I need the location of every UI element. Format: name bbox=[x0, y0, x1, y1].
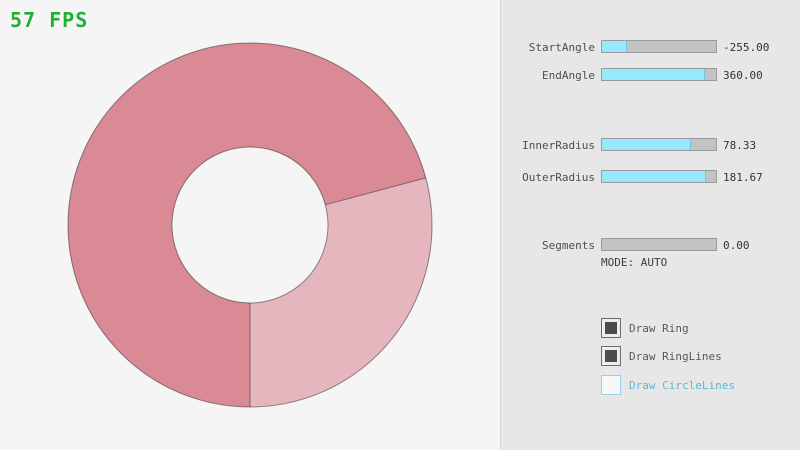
inner-radius-label: InnerRadius bbox=[522, 139, 595, 152]
ring-sector-light bbox=[250, 177, 433, 407]
end-angle-label: EndAngle bbox=[542, 69, 595, 82]
draw-circlelines-checkbox[interactable] bbox=[601, 375, 621, 395]
draw-ringlines-checkbox-label: Draw RingLines bbox=[629, 350, 722, 363]
segments-label: Segments bbox=[542, 239, 595, 252]
inner-radius-slider[interactable] bbox=[601, 138, 717, 151]
outer-radius-slider[interactable] bbox=[601, 170, 717, 183]
ring-outer-outline bbox=[67, 42, 433, 408]
start-angle-slider[interactable] bbox=[601, 40, 717, 53]
inner-radius-slider-fill bbox=[602, 139, 692, 150]
controls-panel: StartAngle -255.00 EndAngle 360.00 Inner… bbox=[500, 0, 800, 450]
segments-slider[interactable] bbox=[601, 238, 717, 251]
draw-circlelines-checkbox-label: Draw CircleLines bbox=[629, 379, 735, 392]
ring-sector-dark bbox=[68, 43, 426, 408]
end-angle-slider[interactable] bbox=[601, 68, 717, 81]
outer-radius-label: OuterRadius bbox=[522, 171, 595, 184]
draw-ring-checkbox[interactable] bbox=[601, 318, 621, 338]
draw-ringlines-checkbox-row: Draw RingLines bbox=[501, 346, 800, 366]
outer-radius-row: OuterRadius 181.67 bbox=[501, 170, 800, 184]
draw-circlelines-checkbox-row: Draw CircleLines bbox=[501, 375, 800, 395]
draw-ring-checkbox-label: Draw Ring bbox=[629, 322, 689, 335]
render-canvas: 57 FPS bbox=[10, 8, 433, 408]
segments-value: 0.00 bbox=[723, 239, 750, 252]
outer-radius-slider-fill bbox=[602, 171, 706, 182]
end-angle-row: EndAngle 360.00 bbox=[501, 68, 800, 82]
end-angle-slider-fill bbox=[602, 69, 705, 80]
start-angle-row: StartAngle -255.00 bbox=[501, 40, 800, 54]
segments-row: Segments 0.00 bbox=[501, 238, 800, 252]
inner-radius-value: 78.33 bbox=[723, 139, 757, 152]
start-angle-value: -255.00 bbox=[723, 41, 770, 54]
ring-shape bbox=[67, 42, 433, 408]
end-angle-value: 360.00 bbox=[723, 69, 763, 82]
draw-ringlines-checkbox[interactable] bbox=[601, 346, 621, 366]
draw-ring-checkbox-row: Draw Ring bbox=[501, 318, 800, 338]
outer-radius-value: 181.67 bbox=[723, 171, 763, 184]
start-angle-label: StartAngle bbox=[528, 41, 595, 54]
start-angle-slider-fill bbox=[602, 41, 627, 52]
ring-divider-upper-right bbox=[325, 177, 426, 206]
ring-inner-outline bbox=[171, 146, 329, 304]
inner-radius-row: InnerRadius 78.33 bbox=[501, 138, 800, 152]
fps-counter: 57 FPS bbox=[10, 8, 89, 32]
segments-mode-label: MODE: AUTO bbox=[601, 256, 668, 269]
